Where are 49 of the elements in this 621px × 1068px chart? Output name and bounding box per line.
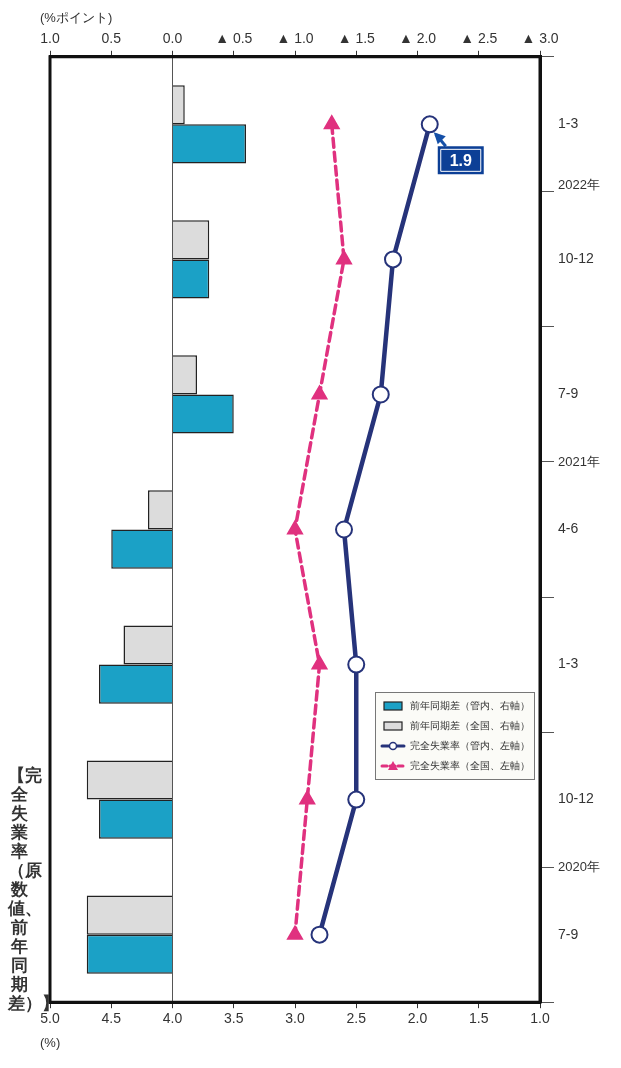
x2-tick-label: ▲ 2.0 [398, 30, 437, 47]
x-tick-label: 2.5 [346, 1010, 367, 1027]
point [371, 385, 390, 404]
x2-tick-label: ▲ 1.5 [337, 30, 376, 47]
legend-label: 前年同期差（管内、右軸） [410, 698, 530, 713]
x-tick-label: 3.0 [285, 1010, 305, 1027]
text: 2022年 [558, 176, 600, 192]
legend-label: 前年同期差（全国、右軸） [410, 718, 530, 733]
point [311, 385, 328, 400]
x-tick-label: 4.0 [162, 1010, 183, 1027]
annotation: 1.9 [449, 151, 472, 169]
y-tick-label: 10-12 [558, 790, 595, 807]
text: 2020年 [558, 858, 600, 874]
x-tick-label: 4.5 [101, 1010, 122, 1027]
legend-label: 完全失業率（管内、左軸） [410, 738, 530, 753]
x2-tick-label: ▲ 0.5 [215, 30, 253, 47]
point [287, 925, 303, 940]
y-tick-label: 4-6 [558, 520, 579, 537]
x2-axis-title: (%ポイント) [40, 10, 113, 25]
point [299, 790, 316, 805]
point [420, 115, 439, 134]
x-axis-title: (%) [40, 1035, 61, 1050]
point [336, 250, 352, 265]
legend-label: 完全失業率（全国、左軸） [410, 758, 530, 773]
point [384, 250, 402, 269]
point [310, 925, 329, 944]
point [347, 790, 366, 809]
x2-tick-label: 0.0 [162, 30, 183, 47]
x-tick-label: 1.5 [469, 1010, 489, 1027]
x2-tick-label: 1.0 [40, 30, 60, 47]
point [311, 655, 328, 670]
point [287, 520, 303, 535]
x-tick-label: 2.0 [407, 1010, 428, 1027]
point [323, 115, 340, 130]
x-tick-label: 3.5 [224, 1010, 244, 1027]
y-tick-label: 1-3 [558, 115, 579, 132]
y-tick-label: 7-9 [558, 385, 579, 402]
x2-tick-label: ▲ 1.0 [276, 30, 314, 47]
chart-title: 【完全失業率（原数値、前年同期差）】 [8, 765, 59, 1013]
y-tick-label: 10-12 [558, 250, 595, 267]
point [347, 655, 366, 674]
x-tick-label: 1.0 [530, 1010, 550, 1027]
y-tick-label: 1-3 [558, 655, 579, 672]
y-tick-label: 7-9 [558, 925, 579, 942]
x2-tick-label: ▲ 2.5 [460, 30, 498, 47]
x2-tick-label: ▲ 3.0 [521, 30, 559, 47]
x2-tick-label: 0.5 [101, 30, 122, 47]
point [335, 520, 353, 539]
text: 2021年 [558, 453, 600, 469]
